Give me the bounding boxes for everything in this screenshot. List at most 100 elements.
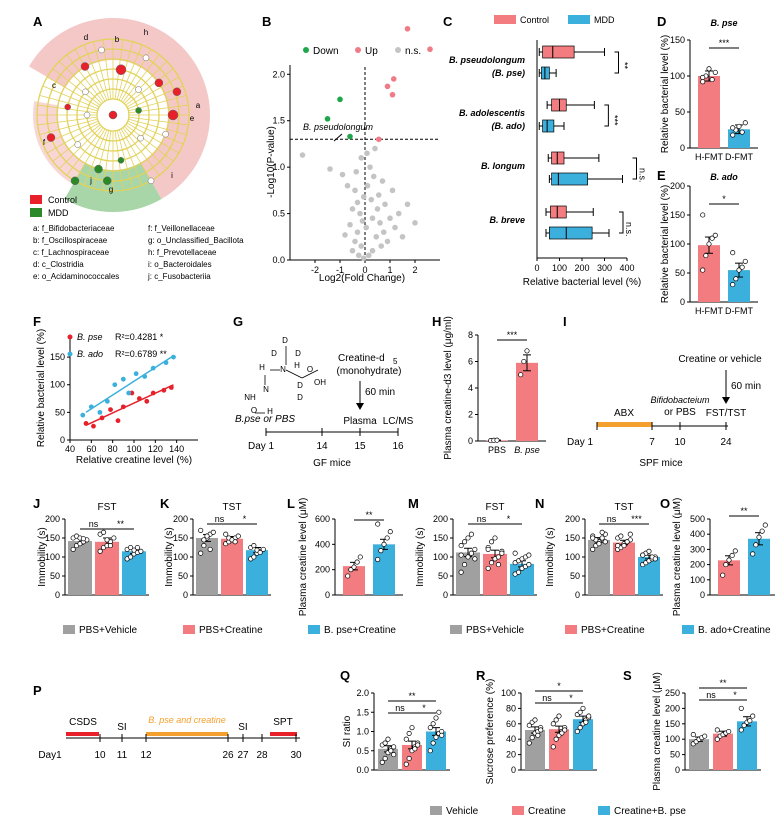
i-top-label: Creatine or vehicle <box>678 354 762 365</box>
panel-letter-c: C <box>443 14 453 29</box>
m-data-point <box>458 552 464 558</box>
h-xtick-label: PBS <box>488 445 506 455</box>
q-data-point <box>403 736 409 742</box>
f-xtick-label: 80 <box>108 444 118 454</box>
clado-branch <box>42 85 99 110</box>
g-compound-name: Creatine-d <box>338 353 385 364</box>
b-point-ns <box>354 199 361 206</box>
s-ytick-label: 250 <box>665 688 680 698</box>
legend-label-mdd: MDD <box>48 208 69 218</box>
q-data-point <box>379 759 385 765</box>
b-point-up <box>384 83 391 90</box>
i-abx-bar <box>597 422 652 427</box>
o-data-point <box>762 522 768 528</box>
h-ytick-label: 0 <box>468 436 473 446</box>
e-data-point <box>712 232 718 238</box>
b-legend-ns: n.s. <box>405 46 421 57</box>
r-data-point <box>526 722 532 728</box>
legend-swatch-mo <box>565 625 577 634</box>
s-data-point <box>738 727 744 733</box>
e-title: B. ado <box>710 172 738 182</box>
l-data-point <box>384 535 390 541</box>
p-csds-bar <box>66 732 99 736</box>
panel-letter-p: P <box>33 683 42 698</box>
g-atom-label: O <box>251 406 257 415</box>
c-box-control <box>551 151 565 165</box>
panel-letter-s: S <box>623 668 632 683</box>
r-ytick-label: 60 <box>506 719 516 729</box>
s-data-point <box>750 713 756 719</box>
clado-branch <box>125 124 174 162</box>
j-data-point <box>80 536 86 542</box>
b-point-ns <box>387 215 393 222</box>
o-data-point <box>720 572 726 578</box>
l-ytick-label: 0 <box>325 590 330 600</box>
c-xtick-label: 200 <box>574 263 589 273</box>
clade-letter-b: b <box>115 35 120 44</box>
b-point-ns <box>299 152 306 158</box>
p-spt-label: SPT <box>273 717 292 728</box>
clado-branch <box>120 128 152 182</box>
q-bar <box>426 731 446 770</box>
q-sig-label: ns <box>395 703 405 713</box>
g-bond <box>301 369 319 379</box>
s-sig-label: ns <box>706 690 716 700</box>
q-data-point <box>406 730 412 736</box>
h-data-point <box>518 372 524 378</box>
legend-swatch-qs <box>430 806 442 815</box>
q-data-point <box>430 721 436 727</box>
l-data-point <box>375 556 381 563</box>
i-timeline-label: 10 <box>674 437 686 448</box>
j-data-point <box>128 544 134 551</box>
taxa-label-h: h: f_Prevotellaceae <box>148 248 217 257</box>
c-group-label: B. breve <box>489 215 525 225</box>
taxa-label-i: i: o_Bacteroidales <box>148 260 212 269</box>
panel-o-bar: 0 100 200 300 400 500 Plasma creatine level (μ… <box>672 498 775 616</box>
p-timeline-label: Day1 <box>38 750 62 761</box>
k-data-point <box>207 546 213 552</box>
j-data-point <box>134 544 140 551</box>
d-data-point <box>712 69 718 75</box>
b-annotation: B. pseudolongum <box>303 122 374 132</box>
clade-letter-d: d <box>84 33 88 42</box>
panel-letter-r: R <box>476 668 486 683</box>
group-legends: PBS+Vehicle PBS+Creatine B. pse+Creatine PB… <box>63 625 771 817</box>
b-ytick-label: 1.0 <box>272 162 285 172</box>
i-bif-label: Bifidobacteium <box>650 395 710 405</box>
l-ytick-label: 200 <box>315 565 330 575</box>
r-sig-label: ns <box>542 693 552 703</box>
f-point-ado <box>97 409 103 415</box>
m-data-point <box>489 560 495 566</box>
m-data-point <box>512 550 518 556</box>
q-ytick-label: 1.5 <box>356 707 369 717</box>
legend-swatch-jl <box>63 625 75 634</box>
i-tests-label: FST/TST <box>706 408 747 419</box>
j-ytick-label: 50 <box>50 571 60 581</box>
c-group-label: B. adolescentis <box>459 108 525 118</box>
clado-node <box>162 130 169 138</box>
r-data-point <box>529 735 535 741</box>
k-ytick-label: 100 <box>173 552 188 562</box>
e-ytick-label: 100 <box>670 239 685 249</box>
s-sig-label: * <box>733 690 737 700</box>
b-point-up <box>390 76 397 82</box>
clado-node <box>102 176 112 185</box>
c-box-mdd <box>551 172 588 186</box>
q-data-point <box>430 740 436 746</box>
m-data-point <box>526 552 532 558</box>
clado-branch <box>52 68 101 106</box>
panel-letter-e: E <box>657 168 666 183</box>
q-data-point <box>406 755 412 762</box>
legend-swatch-qs <box>598 806 610 815</box>
panel-letter-k: K <box>160 496 170 511</box>
c-box-control <box>550 205 567 219</box>
j-data-point <box>111 535 117 541</box>
j-ytick-label: 100 <box>45 552 60 562</box>
r-data-point <box>577 725 583 731</box>
l-data-point <box>381 541 387 547</box>
b-point-ns <box>342 232 348 238</box>
r-data-point <box>574 728 580 735</box>
f-point-pse <box>108 407 113 413</box>
b-legend-down: Down <box>313 46 339 57</box>
